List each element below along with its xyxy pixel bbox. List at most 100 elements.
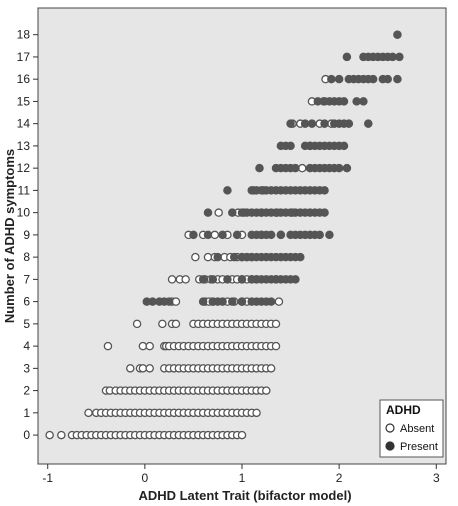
point-present	[237, 275, 247, 284]
y-tick-label: 12	[17, 161, 31, 175]
point-present	[203, 208, 213, 217]
point-present	[339, 141, 349, 151]
point-absent	[266, 364, 276, 373]
y-tick-label: 18	[17, 28, 31, 42]
point-absent	[57, 430, 66, 440]
point-present	[320, 208, 329, 217]
point-present	[315, 230, 324, 240]
point-present	[395, 52, 404, 62]
point-present	[189, 230, 198, 240]
point-absent	[145, 364, 154, 373]
x-tick-label: -1	[42, 471, 53, 485]
y-tick-label: 1	[23, 406, 30, 420]
point-present	[307, 119, 317, 128]
point-present	[291, 163, 300, 173]
y-axis-title: Number of ADHD symptoms	[2, 149, 17, 323]
point-absent	[252, 408, 261, 418]
point-present	[266, 297, 276, 306]
point-absent	[138, 341, 148, 351]
point-present	[364, 119, 373, 128]
point-present	[286, 141, 295, 151]
x-axis-title: ADHD Latent Trait (bifactor model)	[138, 488, 351, 503]
point-present	[393, 30, 402, 39]
y-tick-label: 8	[23, 250, 30, 264]
point-present	[320, 119, 329, 128]
y-tick-label: 11	[18, 183, 31, 197]
point-present	[255, 163, 264, 173]
y-tick-label: 7	[23, 272, 30, 286]
legend: ADHD Absent Present	[379, 399, 444, 458]
point-present	[320, 186, 329, 195]
y-tick-label: 17	[17, 50, 31, 64]
y-tick-label: 10	[17, 206, 31, 220]
point-present	[229, 252, 239, 262]
point-present	[213, 252, 222, 262]
point-absent	[171, 319, 181, 329]
point-present	[334, 74, 344, 84]
point-present	[218, 230, 227, 240]
y-tick-label: 16	[17, 72, 31, 86]
point-present	[359, 97, 368, 106]
legend-filled-circle-icon	[385, 441, 395, 451]
x-tick-label: 2	[336, 471, 343, 485]
point-absent	[126, 364, 135, 373]
point-present	[228, 297, 237, 306]
y-tick-label: 5	[23, 317, 30, 331]
point-present	[342, 163, 352, 173]
point-present	[342, 52, 352, 62]
point-present	[327, 74, 336, 84]
point-present	[223, 186, 232, 195]
point-absent	[210, 230, 220, 240]
y-tick-label: 14	[17, 117, 31, 131]
point-present	[383, 74, 392, 84]
point-absent	[203, 252, 213, 262]
point-present	[203, 230, 213, 240]
point-present	[313, 97, 323, 106]
point-present	[393, 74, 402, 84]
y-tick-label: 6	[23, 295, 30, 309]
legend-entry-absent: Absent	[400, 423, 434, 435]
point-present	[339, 97, 349, 106]
point-absent	[103, 341, 113, 351]
x-tick-label: 1	[239, 471, 246, 485]
data-points	[45, 30, 404, 440]
y-tick-label: 2	[23, 384, 30, 398]
point-present	[325, 230, 334, 240]
y-tick-label: 4	[23, 339, 30, 353]
point-present	[198, 297, 208, 306]
y-tick-label: 15	[17, 94, 31, 108]
point-absent	[262, 386, 271, 395]
point-present	[296, 252, 305, 262]
x-tick-label: 3	[433, 471, 440, 485]
legend-entry-present: Present	[400, 441, 438, 453]
point-absent	[167, 275, 177, 284]
x-axis: -1 0 1 2 3	[42, 464, 440, 485]
point-present	[218, 297, 227, 306]
point-absent	[237, 430, 247, 440]
point-present	[334, 163, 344, 173]
point-present	[352, 97, 361, 106]
y-tick-label: 9	[23, 228, 30, 242]
point-present	[198, 275, 208, 284]
point-absent	[271, 319, 281, 329]
point-present	[237, 297, 247, 306]
point-absent	[271, 341, 281, 351]
point-present	[388, 52, 397, 62]
point-absent	[171, 297, 181, 306]
y-tick-label: 0	[23, 428, 30, 442]
point-absent	[145, 341, 154, 351]
point-present	[148, 297, 157, 306]
point-present	[164, 297, 174, 306]
point-absent	[214, 208, 223, 217]
x-tick-label: 0	[142, 471, 149, 485]
point-absent	[132, 319, 142, 329]
point-present	[208, 275, 218, 284]
point-present	[286, 119, 295, 128]
legend-title: ADHD	[386, 403, 421, 417]
point-present	[368, 74, 378, 84]
point-present	[228, 208, 237, 217]
point-absent	[158, 319, 167, 329]
point-absent	[84, 408, 93, 418]
